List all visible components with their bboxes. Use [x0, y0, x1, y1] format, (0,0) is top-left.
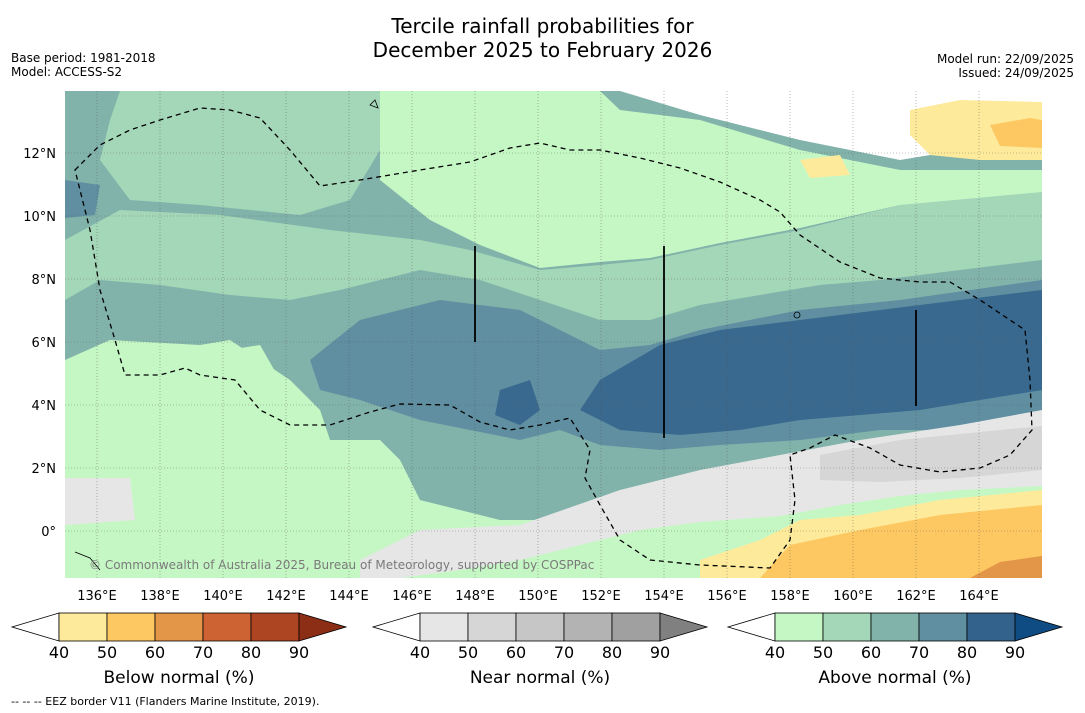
colorbar-tick: 90	[649, 643, 671, 662]
colorbar-tick: 40	[48, 643, 70, 662]
colorbar-left-triangle	[10, 612, 60, 642]
colorbar-tick: 60	[505, 643, 527, 662]
colorbar-segment	[918, 612, 968, 642]
title-line-1: Tercile rainfall probabilities for	[391, 14, 694, 38]
colorbar-label: Near normal (%)	[469, 668, 611, 688]
island-markers	[474, 246, 917, 438]
lon-label: 152°E	[581, 589, 621, 604]
colorbar-segment	[58, 612, 108, 642]
model-name: Model: ACCESS-S2	[11, 65, 123, 79]
lon-label: 148°E	[455, 589, 495, 604]
colorbar-tick: 70	[908, 643, 930, 662]
colorbar-tick: 90	[1004, 643, 1026, 662]
colorbar-tick: 80	[601, 643, 623, 662]
lon-label: 140°E	[203, 589, 243, 604]
field-above-40-patch	[225, 345, 280, 420]
colorbar-segment	[202, 612, 252, 642]
field-below-40-patch	[800, 155, 850, 178]
colorbar-segment	[106, 612, 156, 642]
field-below-50-south	[760, 505, 1042, 578]
field-above-40-south	[65, 340, 1042, 578]
graticule	[65, 91, 1042, 578]
colorbar-segment	[467, 612, 517, 642]
model-run: Model run: 22/09/2025	[936, 52, 1074, 66]
meta-right: Model run: 22/09/2025 Issued: 24/09/2025	[937, 52, 1074, 80]
lon-label: 150°E	[518, 589, 558, 604]
lat-labels: 12°N 10°N 8°N 6°N 4°N 2°N 0°	[23, 147, 56, 540]
eez-footnote: -- -- -- EEZ border V11 (Flanders Marine…	[11, 695, 320, 708]
lon-label: 154°E	[644, 589, 684, 604]
colorbar-segment	[966, 612, 1016, 642]
lon-label: 136°E	[77, 589, 117, 604]
eez-border	[74, 107, 1033, 569]
lat-label: 12°N	[23, 147, 56, 162]
lat-label: 0°	[41, 525, 56, 540]
colorbar-tick: 50	[457, 643, 479, 662]
colorbar-right-triangle	[298, 612, 348, 642]
colorbar-tick: 80	[240, 643, 262, 662]
field-above-80-patch	[495, 380, 540, 425]
lon-label: 146°E	[392, 589, 432, 604]
colorbar-tick: 70	[553, 643, 575, 662]
map-title: Tercile rainfall probabilities for Decem…	[0, 14, 1085, 62]
lon-label: 158°E	[770, 589, 810, 604]
colorbar-right-triangle	[659, 612, 709, 642]
field-above-50-band	[65, 190, 1042, 320]
lat-label: 6°N	[32, 336, 57, 351]
colorbar-segment	[822, 612, 872, 642]
colorbar-tick: 90	[288, 643, 310, 662]
colorbars	[10, 612, 1064, 642]
field-below-50-ne	[990, 118, 1042, 148]
field-above-70-west	[65, 180, 100, 218]
title-line-2: December 2025 to February 2026	[372, 38, 713, 62]
colorbar-segment	[611, 612, 661, 642]
colorbar-segment	[515, 612, 565, 642]
lon-labels: 136°E 138°E 140°E 142°E 144°E 146°E 148°…	[77, 589, 999, 604]
colorbar-segment	[154, 612, 204, 642]
lat-label: 4°N	[32, 399, 57, 414]
lat-label: 8°N	[32, 273, 57, 288]
colorbar-left-triangle	[371, 612, 421, 642]
lon-label: 160°E	[833, 589, 873, 604]
colorbar-label: Below normal (%)	[103, 668, 255, 688]
colorbar-tick: 60	[144, 643, 166, 662]
colorbar-tick: 50	[812, 643, 834, 662]
lon-label: 142°E	[266, 589, 306, 604]
colorbar-segment	[563, 612, 613, 642]
lat-label: 2°N	[32, 462, 57, 477]
colorbar-segment	[250, 612, 300, 642]
colorbar-segment	[870, 612, 920, 642]
lon-label: 162°E	[896, 589, 936, 604]
colorbar-tick: 40	[409, 643, 431, 662]
colorbar-tick: 60	[860, 643, 882, 662]
meta-left: Base period: 1981-2018 Model: ACCESS-S2	[11, 51, 156, 79]
field-near-40-west	[65, 478, 135, 525]
field-above-80-core	[580, 290, 1042, 435]
lat-label: 10°N	[23, 210, 56, 225]
colorbar-tick: 70	[192, 643, 214, 662]
field-below-60-south	[970, 556, 1042, 578]
base-period: Base period: 1981-2018	[11, 51, 156, 65]
lon-label: 156°E	[707, 589, 747, 604]
colorbar-left-triangle	[726, 612, 776, 642]
copyright-notice: © Commonwealth of Australia 2025, Bureau…	[89, 558, 595, 572]
colorbar-tick: 50	[96, 643, 118, 662]
islands	[74, 99, 801, 571]
lon-label: 138°E	[140, 589, 180, 604]
colorbar-tick: 40	[764, 643, 786, 662]
map-field	[65, 91, 1042, 578]
issued-date: Issued: 24/09/2025	[958, 66, 1074, 80]
colorbar-label: Above normal (%)	[818, 668, 972, 688]
lon-label: 144°E	[329, 589, 369, 604]
lon-label: 164°E	[959, 589, 999, 604]
colorbar-right-triangle	[1014, 612, 1064, 642]
colorbar-segment	[419, 612, 469, 642]
colorbar-segment	[774, 612, 824, 642]
colorbar-tick: 80	[956, 643, 978, 662]
